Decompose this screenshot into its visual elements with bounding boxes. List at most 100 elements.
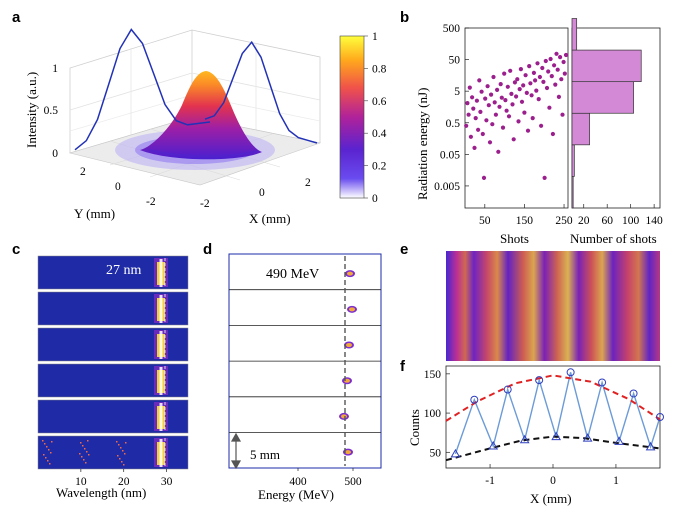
- panel-a-yticks: 2 0 -2: [80, 166, 156, 208]
- c-noise-dot: [123, 464, 125, 466]
- b-scatter-point: [561, 59, 566, 65]
- b-xlabel-left: Shots: [500, 231, 529, 246]
- d-beam-spot-inner: [341, 414, 347, 419]
- panel-e-label: e: [400, 241, 408, 258]
- cbar-tick-label: 0.4: [372, 128, 387, 140]
- a-xlabel: X (mm): [249, 211, 291, 226]
- f-xticks: -1 0 1: [485, 464, 619, 487]
- f-min-marker: [551, 431, 562, 441]
- b-scatter-point: [528, 81, 533, 86]
- b-scatter-point: [509, 91, 514, 96]
- f-xlabel: X (mm): [530, 491, 572, 506]
- b-hist-bar: [571, 176, 574, 209]
- b-scatter-point: [524, 90, 529, 95]
- f-max-marker: [470, 395, 479, 404]
- b-scatter-point: [478, 109, 483, 114]
- c-noise-dot: [80, 442, 82, 444]
- b-scatter-points: [464, 51, 569, 180]
- f-max-marker: [503, 385, 512, 394]
- b-scatter-point: [558, 55, 563, 60]
- c-noise-dot: [83, 459, 85, 461]
- c-xticks: 10 20 30: [75, 469, 173, 488]
- b-scatter-point: [518, 67, 524, 72]
- b-xtick-right-label: 140: [646, 215, 664, 227]
- b-scatter-point: [477, 78, 482, 83]
- f-max-marker: [598, 378, 607, 387]
- f-envelope-min: [445, 435, 661, 462]
- panel-a-label: a: [12, 9, 21, 26]
- c-annotation: 27 nm: [106, 263, 142, 278]
- b-scatter-point: [508, 68, 513, 73]
- cbar-tick-label: 0: [372, 193, 378, 205]
- a-xtick-2: 2: [305, 177, 311, 189]
- b-scatter-point: [522, 110, 527, 115]
- a-ytick-2: -2: [146, 196, 156, 208]
- b-scatter-point: [541, 79, 546, 84]
- b-scatter-point: [536, 97, 541, 102]
- f-min-marker: [582, 433, 593, 442]
- f-min-marker: [450, 448, 461, 458]
- c-noise-dot: [48, 449, 50, 451]
- c-noise-dot: [45, 457, 47, 459]
- b-scatter-point: [535, 61, 540, 66]
- f-max-marker: [566, 368, 575, 377]
- b-xticks-left: 50 150 250: [479, 204, 573, 227]
- b-scatter-point: [476, 127, 481, 132]
- b-scatter-point: [500, 125, 506, 130]
- d-annotation: 490 MeV: [266, 267, 319, 282]
- b-scatter-point: [542, 175, 547, 180]
- projection-curve-y: [74, 28, 211, 151]
- d-xticks: 400 500: [289, 468, 362, 488]
- f-min-marker: [519, 434, 530, 444]
- b-scatter-point: [485, 84, 490, 89]
- b-scatter-point: [563, 52, 569, 58]
- b-scatter-point: [489, 92, 494, 97]
- panel-b-label: b: [400, 9, 409, 26]
- a-zlabel: Intensity (a.u.): [24, 72, 39, 148]
- b-yticks: 500 50 5 0.5 0.05 0.005: [434, 23, 469, 193]
- b-scatter-point: [544, 85, 550, 91]
- b-scatter-point: [543, 58, 548, 64]
- c-noise-dot: [51, 441, 53, 443]
- a-xtick-0: -2: [200, 198, 210, 210]
- cbar-tick-label: 1: [372, 31, 378, 43]
- b-histogram-bars: [571, 18, 642, 209]
- c-strip-core: [159, 403, 163, 431]
- b-scatter-point: [560, 112, 565, 117]
- b-scatter-point: [503, 98, 508, 103]
- b-scatter-point: [549, 74, 554, 79]
- c-noise-dot: [116, 441, 118, 443]
- a-ylabel: Y (mm): [74, 206, 115, 221]
- panel-c-label: c: [12, 241, 20, 258]
- b-ytick-label: 0.5: [446, 118, 461, 130]
- b-scatter-point: [486, 103, 491, 108]
- d-beam-spot-inner: [346, 343, 352, 348]
- c-noise-dot: [43, 454, 45, 456]
- c-noise-dot: [117, 455, 119, 457]
- b-scatter-point: [502, 71, 507, 76]
- b-scatter-point: [515, 77, 520, 82]
- f-ytick-label: 50: [430, 447, 442, 459]
- c-noise-dot: [82, 445, 84, 447]
- b-scatter-point: [497, 104, 502, 109]
- c-xtick-label: 30: [161, 476, 173, 488]
- gaussian-spot: [140, 71, 262, 160]
- d-beam-spot-inner: [345, 450, 351, 455]
- b-scatter-point: [498, 82, 503, 87]
- c-noise-dot: [79, 453, 81, 455]
- cbar-tick-label: 0.2: [372, 161, 387, 173]
- b-xtick-left-label: 150: [516, 215, 534, 227]
- b-ytick-label: 50: [449, 55, 461, 67]
- c-noise-dot: [46, 446, 48, 448]
- a-ytick-1: 0: [115, 181, 121, 193]
- a-xtick-1: 0: [259, 187, 265, 199]
- c-xlabel: Wavelength (nm): [56, 485, 146, 500]
- b-scatter-point: [465, 101, 470, 106]
- panel-c: c 27 nm 10 20 30 Wavelength (nm): [12, 241, 189, 500]
- b-scatter-point: [505, 84, 510, 89]
- b-scatter-point: [511, 137, 516, 142]
- b-scatter-point: [487, 140, 493, 145]
- a-ztick-0: 0: [52, 148, 58, 160]
- a-ztick-1: 0.5: [44, 105, 59, 117]
